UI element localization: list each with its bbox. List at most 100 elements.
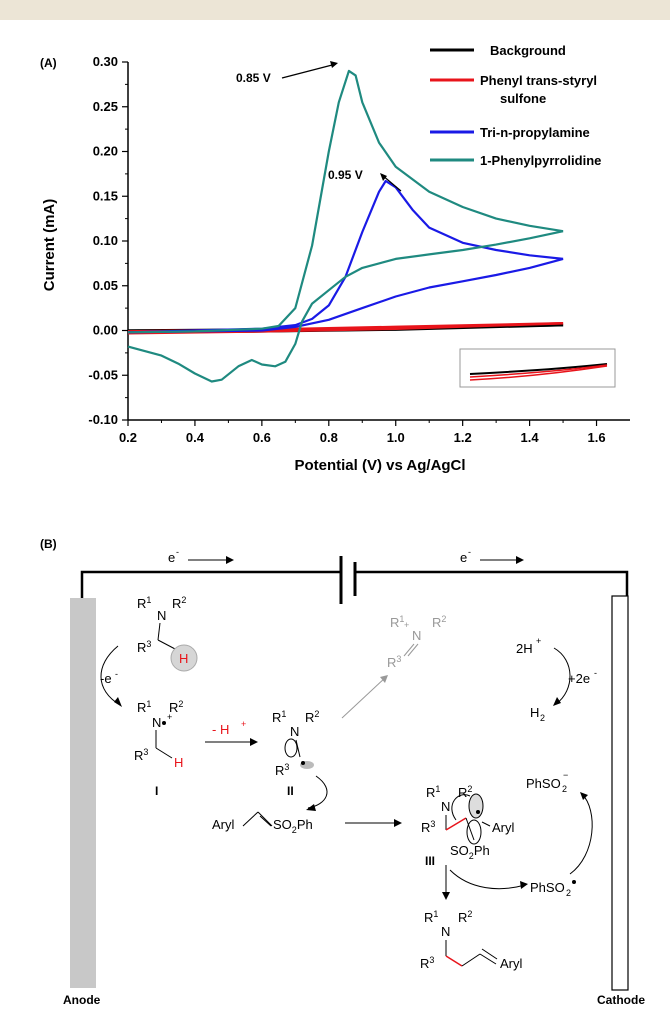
annotation-peak-085: 0.85 V (236, 71, 271, 85)
x-tick-label: 1.6 (587, 430, 605, 445)
svg-text:-: - (468, 547, 471, 557)
x-tick-label: 0.8 (320, 430, 338, 445)
svg-text:2: 2 (540, 713, 545, 723)
legend-label-tripropylamine: Tri-n-propylamine (480, 125, 590, 140)
hydrogen-product: H (530, 705, 539, 720)
svg-text:SO2Ph: SO2Ph (450, 843, 490, 861)
svg-text:+: + (536, 636, 541, 646)
svg-text:N: N (441, 924, 450, 939)
y-tick-label: 0.15 (93, 188, 118, 203)
annotation-peak-095: 0.95 V (328, 168, 363, 182)
series-line-tripropylamine-forward (127, 179, 564, 334)
svg-text:Aryl: Aryl (212, 817, 235, 832)
allylamine-product: R1 N R2 R3 Aryl (420, 909, 523, 971)
legend-label-phenylpyrrolidine: 1-Phenylpyrrolidine (480, 153, 601, 168)
two-protons: 2H (516, 641, 533, 656)
svg-text:R2: R2 (458, 909, 472, 925)
svg-text:R3: R3 (275, 762, 289, 778)
svg-text:+: + (167, 712, 172, 722)
svg-text:N: N (412, 628, 421, 643)
intermediate-II: R1 N R2 R3 II (272, 709, 319, 798)
y-tick-label: 0.00 (93, 323, 118, 338)
y-tick-label: 0.25 (93, 99, 118, 114)
svg-text:H: H (179, 651, 188, 666)
legend-label-styryl-sulfone-line2: sulfone (500, 91, 546, 106)
x-tick-label: 0.6 (253, 430, 271, 445)
x-tick-label: 1.0 (387, 430, 405, 445)
svg-text:R3: R3 (134, 747, 148, 763)
svg-text:R1: R1 (137, 699, 151, 715)
electron-right-label: e (460, 550, 467, 565)
x-tick-label: 1.4 (521, 430, 540, 445)
svg-text:Aryl: Aryl (500, 956, 523, 971)
phso2-radical: PhSO (530, 880, 565, 895)
svg-text:R1: R1 (426, 784, 440, 800)
anode-label: Anode (63, 993, 101, 1007)
x-tick-label: 1.2 (454, 430, 472, 445)
svg-text:−: − (563, 770, 568, 780)
arrow-head-095 (380, 173, 387, 181)
svg-text:-: - (176, 547, 179, 557)
y-tick-label: 0.10 (93, 233, 118, 248)
svg-text:H: H (174, 755, 183, 770)
y-tick-label: -0.05 (88, 367, 118, 382)
y-axis-label: Current (mA) (41, 199, 58, 292)
vinyl-sulfone-reagent: Aryl SO2Ph (212, 811, 313, 835)
svg-text:R1: R1 (272, 709, 286, 725)
svg-text:-: - (115, 669, 118, 679)
x-tick-label: 0.2 (119, 430, 137, 445)
svg-text:R2: R2 (169, 699, 183, 715)
svg-text:R1: R1 (137, 595, 151, 611)
svg-text:R3: R3 (420, 955, 434, 971)
inset-trace-sulfone-upper (469, 364, 608, 378)
svg-text:R3: R3 (137, 639, 151, 655)
svg-text:N: N (157, 608, 166, 623)
series-line-phenylpyrrolidine-reverse (127, 230, 564, 383)
legend-label-background: Background (490, 43, 566, 58)
top-banner (0, 0, 670, 20)
svg-text:R2: R2 (458, 784, 472, 800)
svg-text:R3: R3 (387, 654, 401, 670)
label-II: II (287, 784, 294, 798)
svg-text:R2: R2 (432, 614, 446, 630)
electron-left-label: e (168, 550, 175, 565)
iminium-byproduct: R1 + N R2 R3 (387, 614, 446, 670)
panel-a-label: (A) (40, 56, 57, 70)
svg-text:R2: R2 (172, 595, 186, 611)
y-tick-label: 0.30 (93, 54, 118, 69)
y-tick-label: 0.05 (93, 278, 118, 293)
anode-electrode (70, 598, 96, 988)
plus-two-electrons: +2e (568, 671, 590, 686)
inset-trace-background (469, 363, 608, 375)
circuit: e - e - (80, 547, 629, 604)
y-tick-label: 0.20 (93, 144, 118, 159)
label-III: III (425, 854, 435, 868)
panel-b-label: (B) (40, 537, 57, 551)
svg-text:-: - (594, 668, 597, 678)
svg-text:N: N (290, 724, 299, 739)
svg-text:R3: R3 (421, 819, 435, 835)
label-I: I (155, 784, 158, 798)
deprotonation-label: - H (212, 722, 229, 737)
svg-text:2: 2 (566, 888, 571, 898)
intermediate-I: R1 N + R2 R3 H I (134, 699, 183, 798)
series-line-tripropylamine-reverse (127, 257, 564, 334)
svg-text:R1: R1 (424, 909, 438, 925)
minus-e-label: -e (100, 671, 112, 686)
inset-trace-sulfone-lower (469, 365, 608, 381)
series-line-phenylpyrrolidine-forward (127, 69, 564, 334)
svg-text:R2: R2 (305, 709, 319, 725)
svg-text:R1: R1 (390, 614, 404, 630)
cathode-electrode (611, 595, 629, 991)
x-axis-label: Potential (V) vs Ag/AgCl (294, 457, 465, 474)
chart-legend: Background Phenyl trans-styryl sulfone T… (430, 43, 601, 168)
chart-ticks: 0.2 0.4 0.6 0.8 1.0 1.2 1.4 1.6 -0.10 -0.05 0.00 0.… (88, 54, 605, 445)
legend-label-styryl-sulfone-line1: Phenyl trans-styryl (480, 73, 597, 88)
svg-text:2: 2 (562, 784, 567, 794)
peak-annotations: 0.85 V 0.95 V (236, 61, 402, 192)
y-tick-label: -0.10 (88, 412, 118, 427)
intermediate-III: R1 N R2 R3 Aryl SO2Ph III (421, 784, 515, 868)
svg-text:N: N (441, 799, 450, 814)
arrow-head-085 (330, 61, 338, 68)
